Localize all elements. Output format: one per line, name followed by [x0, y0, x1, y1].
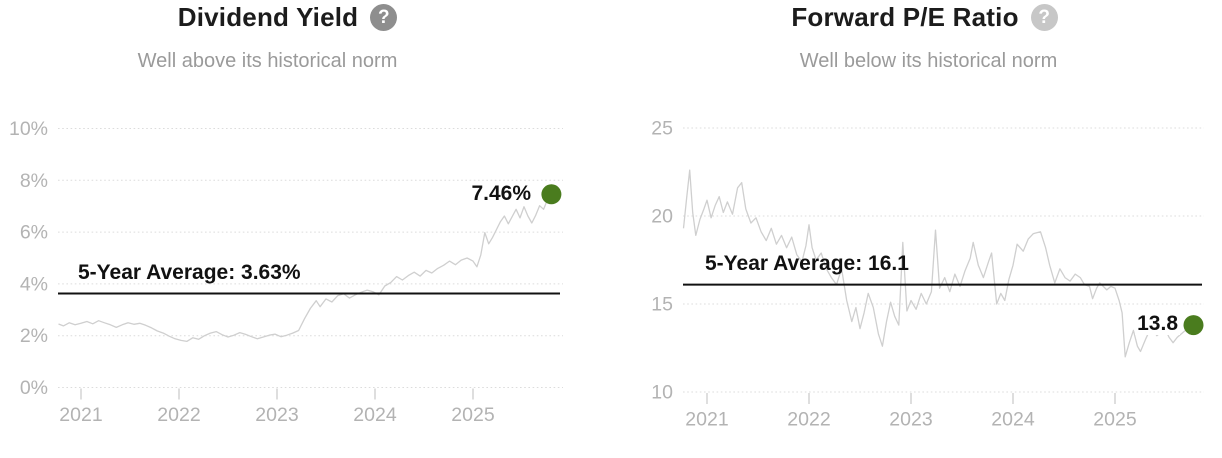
x-axis-tick-label: 2023 [889, 409, 932, 431]
latest-point-dot[interactable] [1183, 315, 1204, 336]
y-axis-tick-label: 25 [651, 118, 673, 140]
x-axis-tick-label: 2021 [59, 404, 102, 426]
x-axis-tick-label: 2022 [157, 404, 200, 426]
x-axis-tick-label: 2024 [991, 409, 1035, 431]
dividend-yield-chart: Dividend Yield ? Well above its historic… [0, 0, 611, 458]
y-axis-tick-label: 0% [20, 377, 48, 399]
help-icon[interactable]: ? [370, 3, 398, 31]
series-line [58, 193, 552, 343]
y-axis-tick-label: 10% [9, 118, 48, 140]
x-axis-tick-label: 2025 [1093, 409, 1137, 431]
x-axis-tick-label: 2025 [451, 404, 495, 426]
y-axis-tick-label: 8% [20, 170, 48, 192]
forward-pe-chart: Forward P/E Ratio ? Well below its histo… [611, 0, 1222, 458]
y-axis-tick-label: 2% [20, 325, 48, 347]
x-axis-tick-label: 2024 [353, 404, 397, 426]
x-axis-tick-label: 2021 [685, 409, 728, 431]
y-axis-tick-label: 6% [20, 222, 48, 244]
help-icon[interactable]: ? [1030, 3, 1058, 31]
y-axis-tick-label: 15 [651, 294, 673, 316]
plot-area[interactable]: 0% 2% 4% 6% 8% 10% 2021 2022 2023 2024 2025 [0, 0, 611, 458]
y-axis-tick-label: 20 [651, 206, 673, 228]
latest-point-dot[interactable] [541, 184, 562, 205]
series-line [682, 169, 1195, 358]
x-axis-tick-label: 2023 [255, 404, 298, 426]
y-axis-tick-label: 4% [20, 273, 48, 295]
x-axis-tick-label: 2022 [787, 409, 830, 431]
y-axis-tick-label: 10 [651, 382, 673, 404]
